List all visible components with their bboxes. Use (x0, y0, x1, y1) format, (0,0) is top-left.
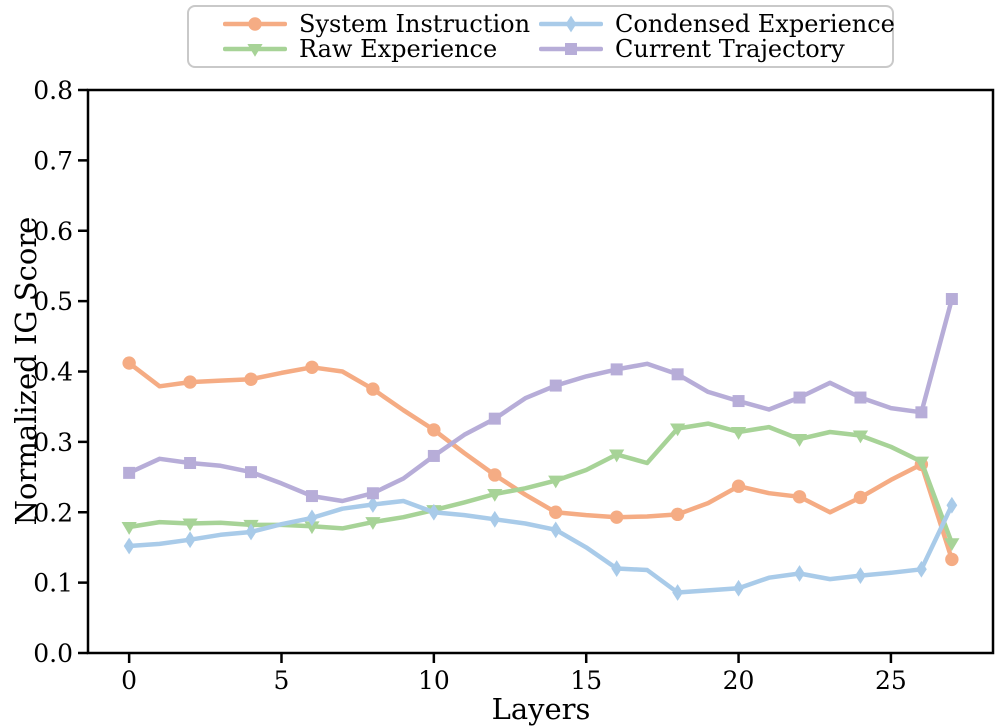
marker-triangle-down (548, 475, 564, 489)
marker-thin-diamond (946, 496, 958, 514)
legend-handle-triangle-down-icon (223, 44, 287, 58)
marker-circle (792, 490, 807, 504)
marker-square (366, 487, 379, 500)
legend-marker-circle (248, 17, 262, 31)
marker-thin-diamond (733, 579, 744, 597)
marker-circle (366, 382, 380, 396)
marker-triangle-down (944, 538, 960, 552)
y-axis-title: Normalized IG Score (9, 216, 43, 526)
y-tick-label: 0.3 (33, 428, 73, 457)
legend-marker-thin-diamond (565, 15, 577, 33)
marker-square (549, 379, 562, 392)
marker-circle (183, 375, 197, 389)
legend-label-raw-experience: Raw Experience (299, 35, 498, 64)
legend-handle-square-icon (539, 43, 603, 56)
x-tick-label: 10 (418, 666, 450, 695)
marker-thin-diamond (489, 510, 501, 528)
y-tick-label: 0.6 (33, 217, 73, 246)
marker-triangle-down (609, 449, 625, 463)
legend-label-system-instruction: System Instruction (299, 9, 531, 38)
marker-circle (945, 552, 959, 567)
marker-square (610, 363, 623, 376)
marker-square (854, 391, 867, 404)
marker-circle (731, 479, 746, 493)
marker-thin-diamond (611, 560, 623, 577)
marker-circle (853, 490, 868, 505)
series-line-condensed-experience (126, 498, 955, 595)
marker-triangle-down (487, 488, 503, 502)
legend-label-condensed-experience: Condensed Experience (615, 9, 895, 38)
plot-border (86, 88, 995, 655)
legend-marker-triangle-down (247, 44, 263, 58)
marker-thin-diamond (367, 496, 379, 513)
marker-triangle-down (670, 423, 686, 437)
marker-thin-diamond (306, 509, 318, 527)
legend-item-system-instruction: System Instruction (223, 12, 539, 36)
marker-square (793, 391, 806, 404)
x-tick-label: 0 (121, 666, 137, 695)
marker-triangle-down (182, 518, 198, 532)
marker-square (945, 293, 958, 306)
marker-triangle-down (304, 521, 320, 535)
y-tick-label: 0.8 (33, 76, 73, 105)
marker-triangle-down (913, 456, 929, 470)
marker-triangle-down (365, 517, 381, 530)
marker-square (427, 449, 440, 462)
series-line-current-trajectory (126, 296, 955, 504)
marker-thin-diamond (855, 567, 866, 584)
marker-thin-diamond (123, 537, 135, 555)
x-tick-label: 25 (875, 666, 907, 695)
legend-item-raw-experience: Raw Experience (223, 37, 539, 61)
y-tick-label: 0.0 (33, 639, 73, 668)
marker-triangle-down (852, 430, 869, 444)
marker-square (915, 406, 928, 419)
x-tick-label: 5 (274, 666, 290, 695)
legend-label-current-trajectory: Current Trajectory (615, 35, 845, 64)
series-line-raw-experience (126, 421, 955, 546)
legend-handle-circle-icon (223, 17, 287, 31)
marker-square (732, 395, 745, 408)
y-tick-label: 0.4 (33, 358, 73, 387)
marker-thin-diamond (915, 560, 927, 578)
marker-triangle-down (730, 427, 747, 440)
marker-square (488, 412, 501, 425)
y-tick-label: 0.7 (33, 146, 73, 175)
marker-thin-diamond (245, 523, 257, 541)
marker-square (305, 490, 318, 503)
marker-circle (670, 507, 685, 522)
marker-circle (305, 360, 319, 374)
marker-thin-diamond (672, 584, 684, 601)
legend-marker-square (565, 43, 577, 56)
marker-circle (122, 356, 136, 370)
marker-circle (609, 510, 624, 524)
marker-circle (427, 423, 441, 437)
y-tick-label: 0.2 (33, 498, 73, 527)
x-tick-label: 20 (723, 666, 755, 695)
marker-circle (549, 505, 563, 519)
marker-triangle-down (121, 522, 137, 535)
marker-square (184, 456, 197, 469)
x-tick-label: 15 (570, 666, 602, 695)
marker-square (123, 466, 136, 479)
legend: System Instruction Raw Experience Condense… (187, 5, 895, 68)
marker-square (671, 368, 684, 381)
marker-thin-diamond (184, 531, 196, 549)
legend-handle-thin-diamond-icon (539, 15, 603, 33)
y-tick-label: 0.5 (33, 287, 73, 316)
marker-triangle-down (791, 434, 808, 447)
marker-thin-diamond (550, 521, 562, 539)
legend-item-condensed-experience: Condensed Experience (539, 12, 895, 36)
marker-circle (488, 468, 502, 482)
marker-circle (244, 372, 258, 386)
marker-thin-diamond (428, 503, 440, 521)
x-axis-title: Layers (491, 692, 591, 726)
y-tick-label: 0.1 (33, 569, 73, 598)
marker-square (245, 466, 258, 479)
marker-thin-diamond (794, 565, 805, 582)
legend-item-current-trajectory: Current Trajectory (539, 37, 895, 61)
series-line-system-instruction (126, 360, 955, 562)
